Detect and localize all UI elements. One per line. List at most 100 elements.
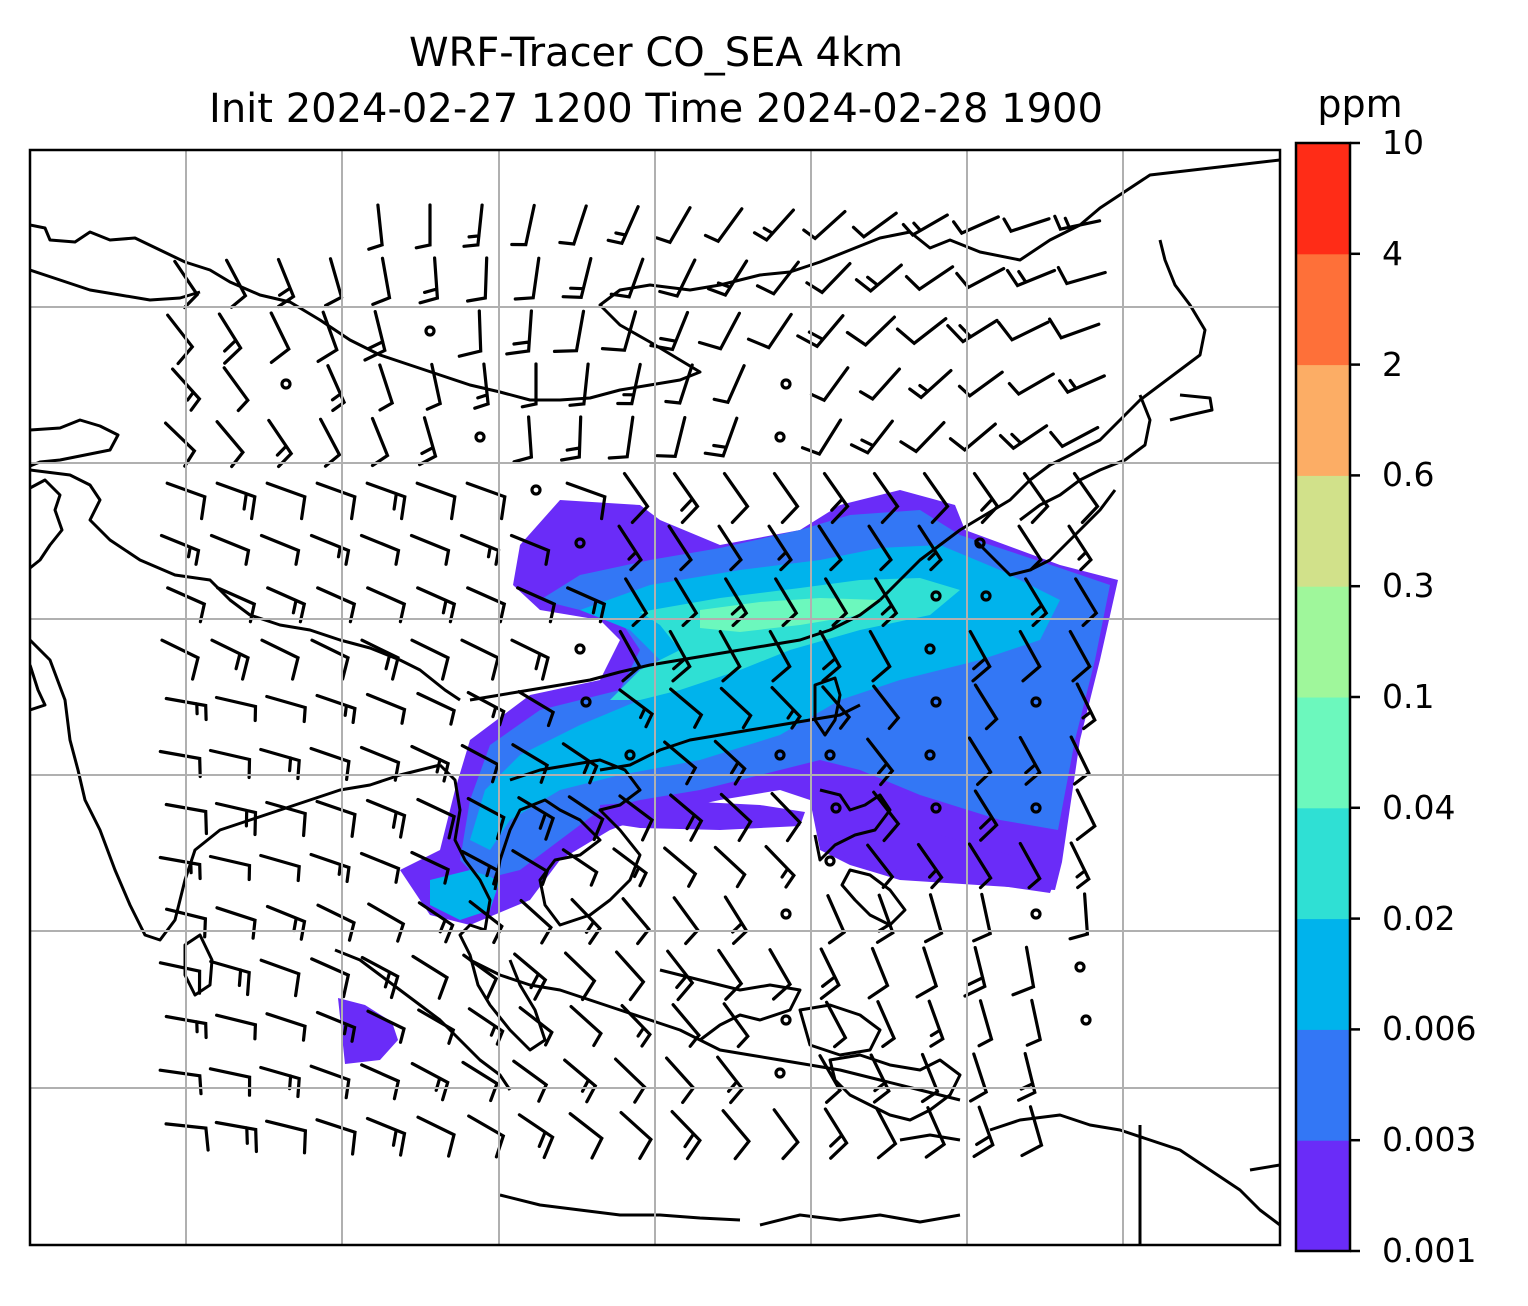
wind-barb [568, 362, 590, 407]
wind-barb [767, 524, 793, 572]
wind-barb [1011, 945, 1036, 997]
colorbar-tick-label: 0.1 [1382, 677, 1435, 716]
wind-barb [410, 1062, 450, 1102]
wind-barb [973, 789, 999, 842]
wind-barb [770, 792, 802, 843]
wind-barb [410, 638, 450, 681]
wind-barb [858, 367, 901, 401]
wind-barb [722, 472, 750, 524]
wind-barb [505, 309, 533, 356]
wind-barb [366, 1009, 406, 1044]
calm-wind-circle [924, 749, 936, 761]
wind-barb [209, 533, 251, 566]
colorbar-segment [1296, 364, 1350, 476]
wind-barb [561, 257, 593, 300]
wind-barb [972, 892, 993, 943]
wind-barb [319, 417, 342, 468]
wind-barb [567, 795, 605, 842]
wind-barb [946, 318, 999, 344]
wind-barb [164, 696, 208, 722]
calm-wind-circle [830, 802, 842, 814]
wind-barb [360, 956, 400, 1000]
wind-barb [764, 845, 796, 889]
wind-barb [215, 1013, 258, 1041]
wind-barb [772, 1108, 800, 1161]
wind-barb [952, 215, 1000, 236]
calm-wind-circle [930, 802, 942, 814]
wind-barb [768, 629, 792, 683]
wind-barb [513, 952, 548, 1001]
wind-barb [164, 802, 208, 836]
wind-barb [462, 953, 499, 1001]
wind-barb [809, 366, 850, 403]
wind-barb [768, 948, 793, 1001]
colorbar-segment [1296, 586, 1350, 698]
wind-barb [655, 416, 687, 459]
wind-barb [160, 638, 200, 681]
wind-barb [1049, 426, 1100, 449]
wind-barb [818, 1054, 843, 1104]
wind-barb [164, 421, 197, 468]
wind-barb [225, 258, 248, 309]
wind-barb [568, 1112, 604, 1160]
wind-barb [927, 999, 945, 1048]
wind-barb [259, 853, 301, 883]
wind-barb [917, 524, 943, 572]
wind-barb [173, 259, 200, 310]
calm-wind-circle [824, 749, 836, 761]
wind-barb [614, 1057, 647, 1104]
wind-barb [866, 737, 895, 787]
wind-barb [916, 843, 944, 890]
wind-barb [416, 797, 456, 840]
wind-barb [359, 533, 401, 566]
wind-barb [1053, 214, 1102, 232]
wind-barb [997, 320, 1050, 342]
wind-barb [805, 262, 852, 295]
wind-barb [619, 1111, 653, 1160]
wind-barb [1017, 1052, 1037, 1102]
calm-wind-circle [780, 1014, 792, 1026]
wind-barb [1002, 217, 1051, 234]
wind-barb [371, 256, 392, 306]
wind-barb [416, 691, 456, 726]
wind-barb [618, 688, 655, 729]
wind-barb [772, 472, 800, 524]
colorbar-unit-label: ppm [1317, 82, 1403, 126]
wind-barb [867, 524, 893, 572]
wind-barb [566, 586, 607, 624]
wind-barb [459, 533, 501, 566]
calm-wind-circle [474, 431, 486, 443]
wind-barb [517, 796, 556, 841]
wind-barb [309, 852, 351, 883]
wind-barb [510, 638, 550, 681]
wind-barb [922, 472, 950, 524]
wind-barb [569, 1005, 603, 1048]
wind-barb [872, 684, 901, 730]
wind-barb [1007, 372, 1055, 397]
wind-barb [425, 362, 443, 411]
plume-level4 [610, 578, 960, 700]
wind-barb [649, 310, 690, 352]
wind-barb [972, 472, 1000, 524]
wind-barb [957, 370, 1004, 398]
wind-barb [316, 586, 357, 624]
calm-wind-circle [574, 537, 586, 549]
wind-barb [461, 1060, 499, 1103]
calm-wind-circle [1030, 908, 1042, 920]
wind-barb [558, 204, 588, 246]
wind-barb [417, 901, 455, 944]
wind-barb [969, 1052, 989, 1103]
wind-barb [511, 849, 550, 887]
wind-barb [215, 481, 257, 521]
wind-barb [309, 746, 351, 781]
wind-barb [717, 524, 743, 572]
wind-barb [561, 742, 599, 785]
wind-barb [215, 906, 257, 940]
wind-barb [668, 629, 692, 683]
calm-wind-circle [930, 590, 942, 602]
wind-barb [409, 533, 451, 566]
wind-barb [719, 792, 753, 842]
wind-barb [315, 481, 357, 521]
wind-barb [561, 848, 599, 887]
wind-barb [755, 260, 800, 296]
